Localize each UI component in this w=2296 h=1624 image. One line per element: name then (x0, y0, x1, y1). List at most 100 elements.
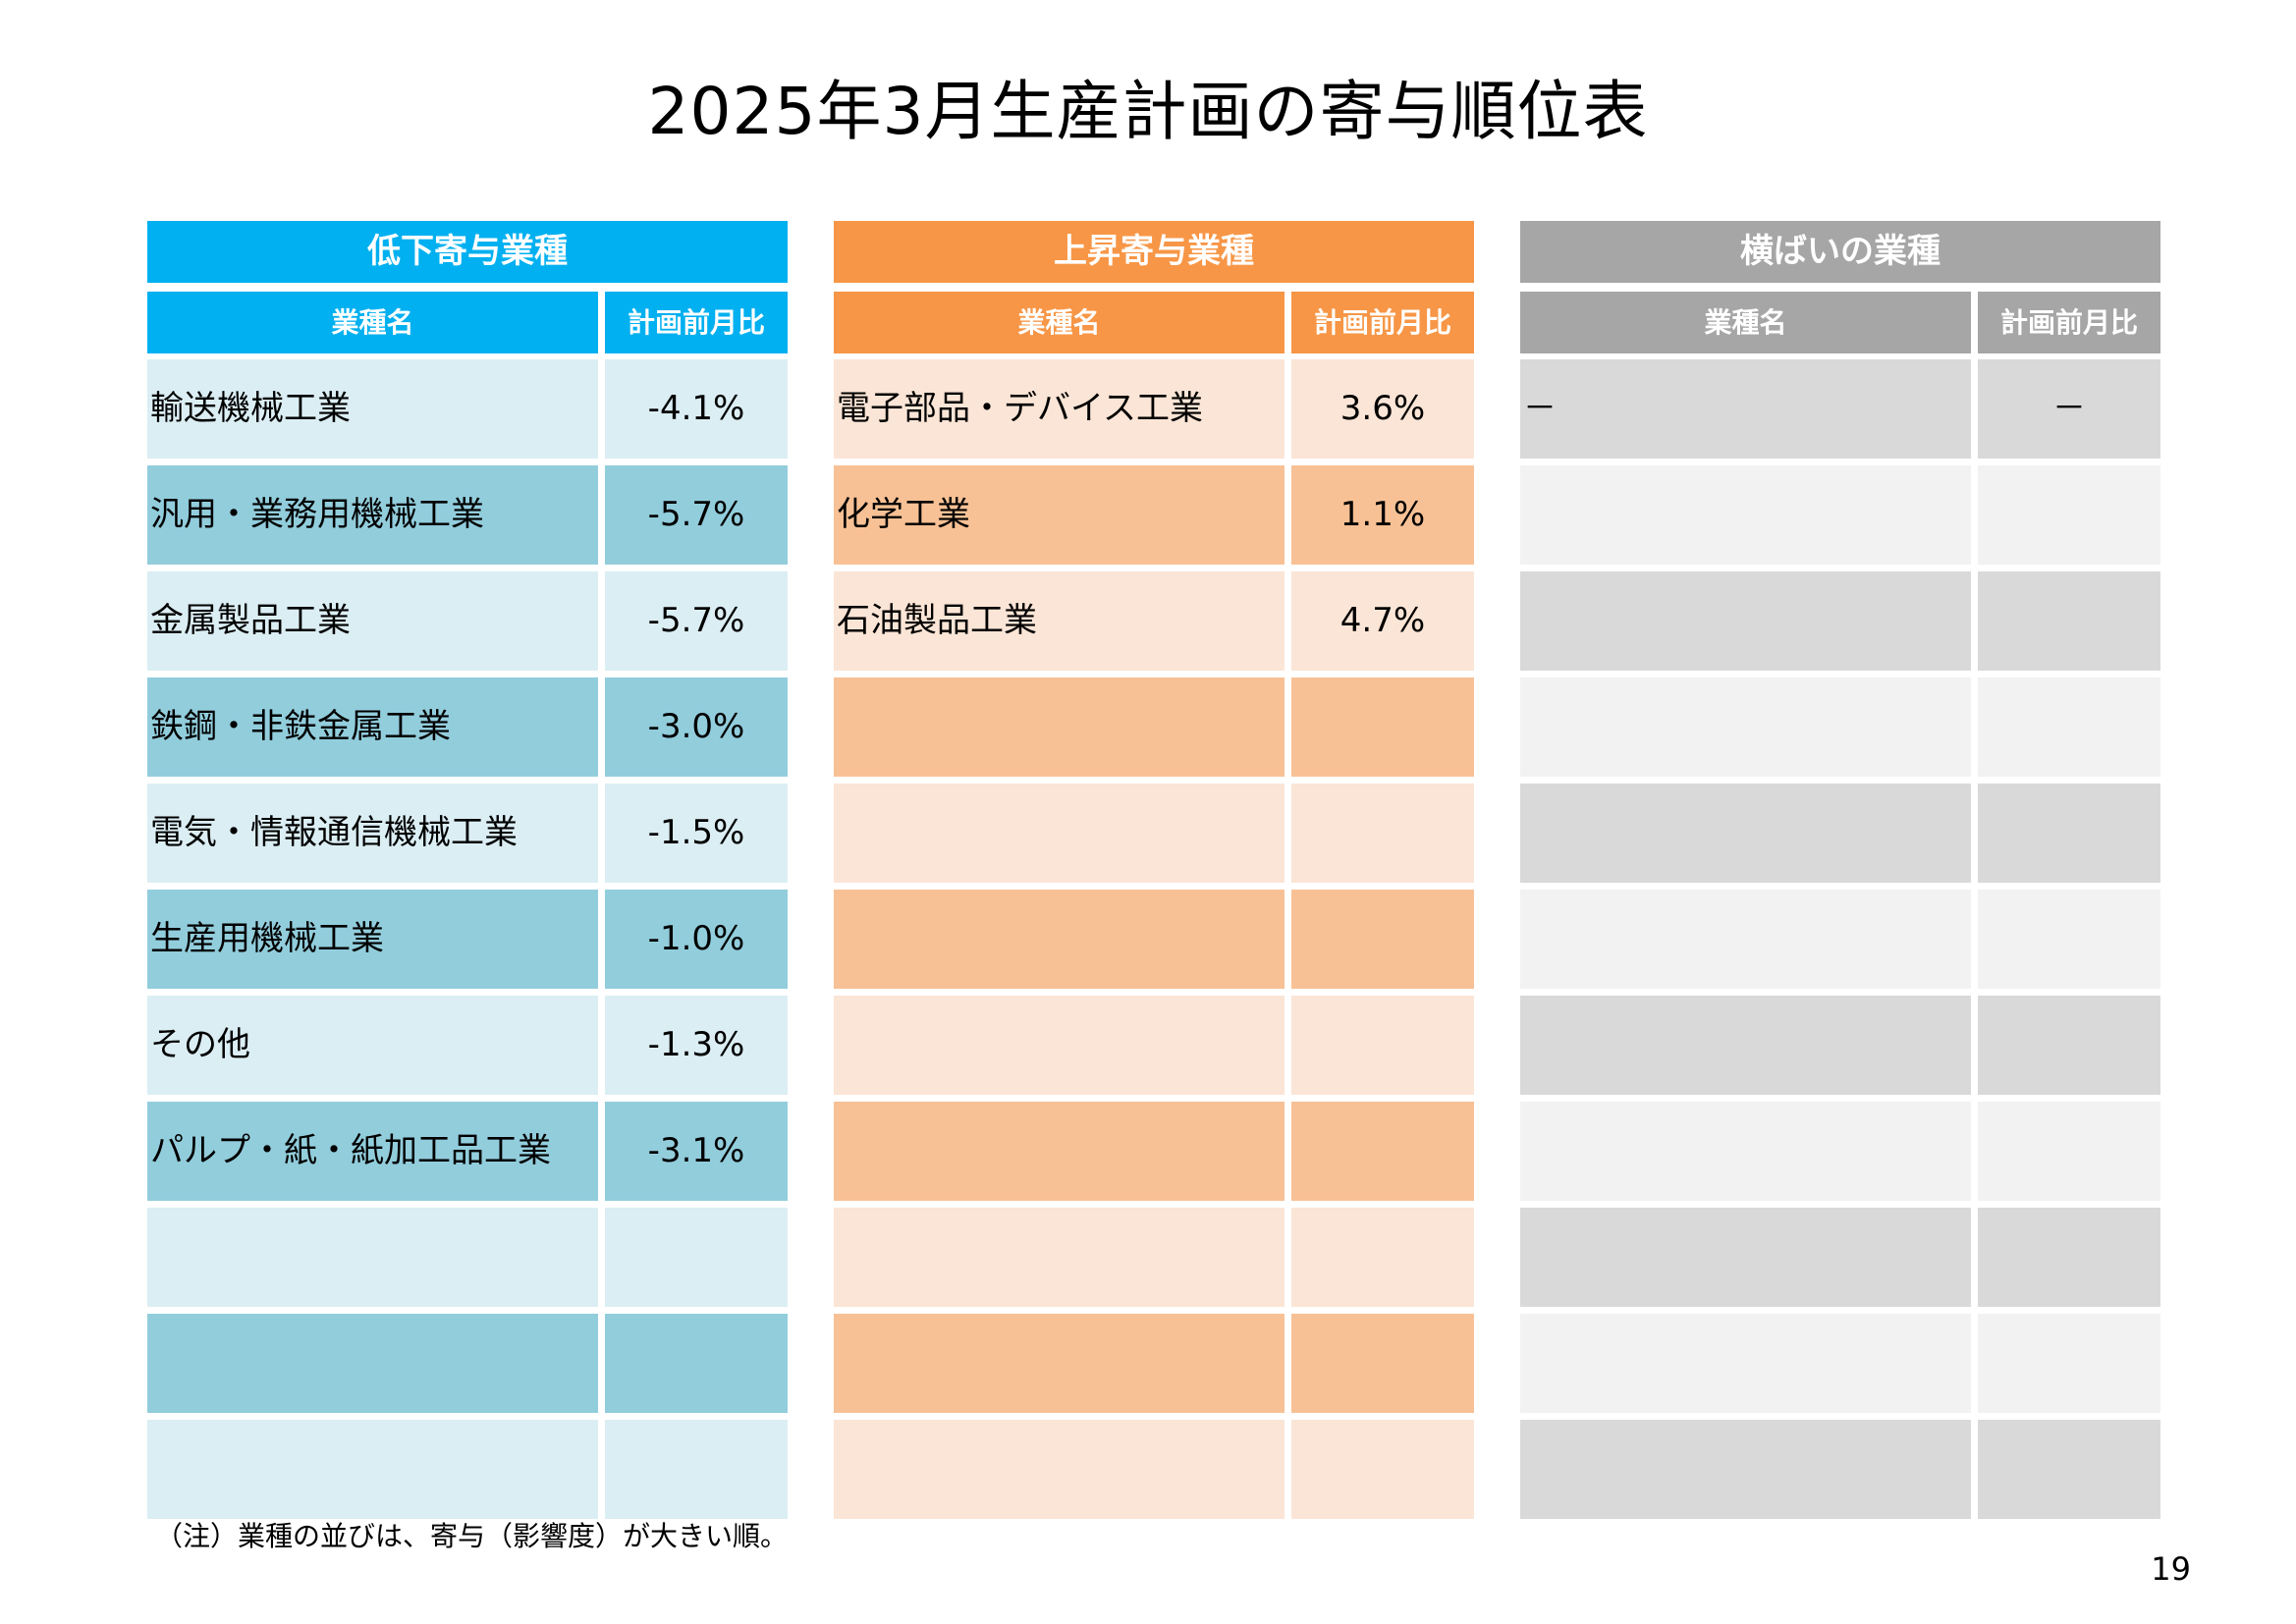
industry-name-cell (1520, 784, 1971, 883)
decrease-panel-header: 低下寄与業種 (147, 221, 788, 283)
increase-rows: 電子部品・デバイス工業 3.6% 化学工業 1.1% 石油製品工業 4.7% (834, 359, 1474, 1519)
mom-change-cell (1291, 996, 1474, 1095)
table-row (1520, 1314, 2160, 1413)
mom-change-cell (1291, 1420, 1474, 1519)
industry-name-cell (1520, 1420, 1971, 1519)
table-row (1520, 1102, 2160, 1201)
table-row: 電子部品・デバイス工業 3.6% (834, 359, 1474, 459)
table-row (147, 1420, 788, 1519)
industry-name-cell: 汎用・業務用機械工業 (147, 465, 598, 565)
industry-name-cell (1520, 1102, 1971, 1201)
mom-change-cell: -1.5% (605, 784, 788, 883)
column-header-mom: 計画前月比 (1291, 292, 1474, 353)
table-row: パルプ・紙・紙加工品工業 -3.1% (147, 1102, 788, 1201)
column-header-industry: 業種名 (1520, 292, 1971, 353)
footnote: （注）業種の並びは、寄与（影響度）が大きい順。 (155, 1520, 789, 1552)
flat-panel: 横ばいの業種 業種名 計画前月比 －－ (1520, 221, 2160, 1526)
mom-change-cell (1978, 1314, 2160, 1413)
mom-change-cell (1291, 1208, 1474, 1307)
page-number: 19 (2151, 1550, 2191, 1588)
mom-change-cell (1978, 890, 2160, 989)
industry-name-cell (1520, 571, 1971, 671)
industry-name-cell: 鉄鋼・非鉄金属工業 (147, 677, 598, 777)
table-row: 生産用機械工業 -1.0% (147, 890, 788, 989)
mom-change-cell (1291, 677, 1474, 777)
mom-change-cell (1978, 996, 2160, 1095)
table-row: 化学工業 1.1% (834, 465, 1474, 565)
column-header-mom: 計画前月比 (605, 292, 788, 353)
industry-name-cell (834, 677, 1285, 777)
increase-column-headers: 業種名 計画前月比 (834, 292, 1474, 353)
table-row (1520, 784, 2160, 883)
industry-name-cell: 金属製品工業 (147, 571, 598, 671)
mom-change-cell: -1.0% (605, 890, 788, 989)
industry-name-cell (834, 1102, 1285, 1201)
industry-name-cell (834, 1420, 1285, 1519)
mom-change-cell: 1.1% (1291, 465, 1474, 565)
industry-name-cell: 電子部品・デバイス工業 (834, 359, 1285, 459)
industry-name-cell: その他 (147, 996, 598, 1095)
industry-name-cell (834, 1208, 1285, 1307)
table-row (834, 1420, 1474, 1519)
industry-name-cell (834, 1314, 1285, 1413)
mom-change-cell (1291, 890, 1474, 989)
table-row (1520, 890, 2160, 989)
mom-change-cell: -5.7% (605, 571, 788, 671)
table-row: 汎用・業務用機械工業 -5.7% (147, 465, 788, 565)
industry-name-cell (147, 1314, 598, 1413)
flat-panel-header: 横ばいの業種 (1520, 221, 2160, 283)
table-row: その他 -1.3% (147, 996, 788, 1095)
column-header-industry: 業種名 (834, 292, 1285, 353)
industry-name-cell: 生産用機械工業 (147, 890, 598, 989)
flat-column-headers: 業種名 計画前月比 (1520, 292, 2160, 353)
table-row: 鉄鋼・非鉄金属工業 -3.0% (147, 677, 788, 777)
industry-name-cell: 化学工業 (834, 465, 1285, 565)
industry-name-cell (834, 784, 1285, 883)
mom-change-cell (1978, 1102, 2160, 1201)
table-row (1520, 677, 2160, 777)
column-header-industry: 業種名 (147, 292, 598, 353)
table-row (1520, 996, 2160, 1095)
industry-name-cell: 石油製品工業 (834, 571, 1285, 671)
mom-change-cell (605, 1314, 788, 1413)
page-title: 2025年3月生産計画の寄与順位表 (647, 74, 1649, 149)
mom-change-cell: － (1978, 359, 2160, 459)
table-row (147, 1314, 788, 1413)
industry-name-cell (1520, 1314, 1971, 1413)
mom-change-cell: 3.6% (1291, 359, 1474, 459)
increase-panel-header: 上昇寄与業種 (834, 221, 1474, 283)
mom-change-cell (605, 1208, 788, 1307)
table-row (1520, 465, 2160, 565)
mom-change-cell (1978, 1420, 2160, 1519)
industry-name-cell: パルプ・紙・紙加工品工業 (147, 1102, 598, 1201)
table-row (834, 677, 1474, 777)
table-row (834, 1208, 1474, 1307)
mom-change-cell (605, 1420, 788, 1519)
table-row: 金属製品工業 -5.7% (147, 571, 788, 671)
industry-name-cell (1520, 1208, 1971, 1307)
table-row (834, 890, 1474, 989)
industry-name-cell (147, 1208, 598, 1307)
industry-name-cell (1520, 465, 1971, 565)
mom-change-cell: -5.7% (605, 465, 788, 565)
mom-change-cell: -4.1% (605, 359, 788, 459)
industry-name-cell (147, 1420, 598, 1519)
column-header-mom: 計画前月比 (1978, 292, 2160, 353)
mom-change-cell (1291, 784, 1474, 883)
decrease-rows: 輸送機械工業 -4.1% 汎用・業務用機械工業 -5.7% 金属製品工業 -5.7% 鉄鋼・… (147, 359, 788, 1519)
increase-panel: 上昇寄与業種 業種名 計画前月比 電子部品・デバイス工業 3.6% 化学工業 1.1%… (834, 221, 1474, 1526)
industry-name-cell (834, 996, 1285, 1095)
table-row (147, 1208, 788, 1307)
table-row (834, 784, 1474, 883)
mom-change-cell (1291, 1314, 1474, 1413)
mom-change-cell: -3.0% (605, 677, 788, 777)
industry-name-cell (834, 890, 1285, 989)
table-row (834, 996, 1474, 1095)
mom-change-cell (1291, 1102, 1474, 1201)
table-row: 輸送機械工業 -4.1% (147, 359, 788, 459)
flat-rows: －－ (1520, 359, 2160, 1519)
table-row (1520, 571, 2160, 671)
industry-name-cell (1520, 996, 1971, 1095)
mom-change-cell (1978, 784, 2160, 883)
